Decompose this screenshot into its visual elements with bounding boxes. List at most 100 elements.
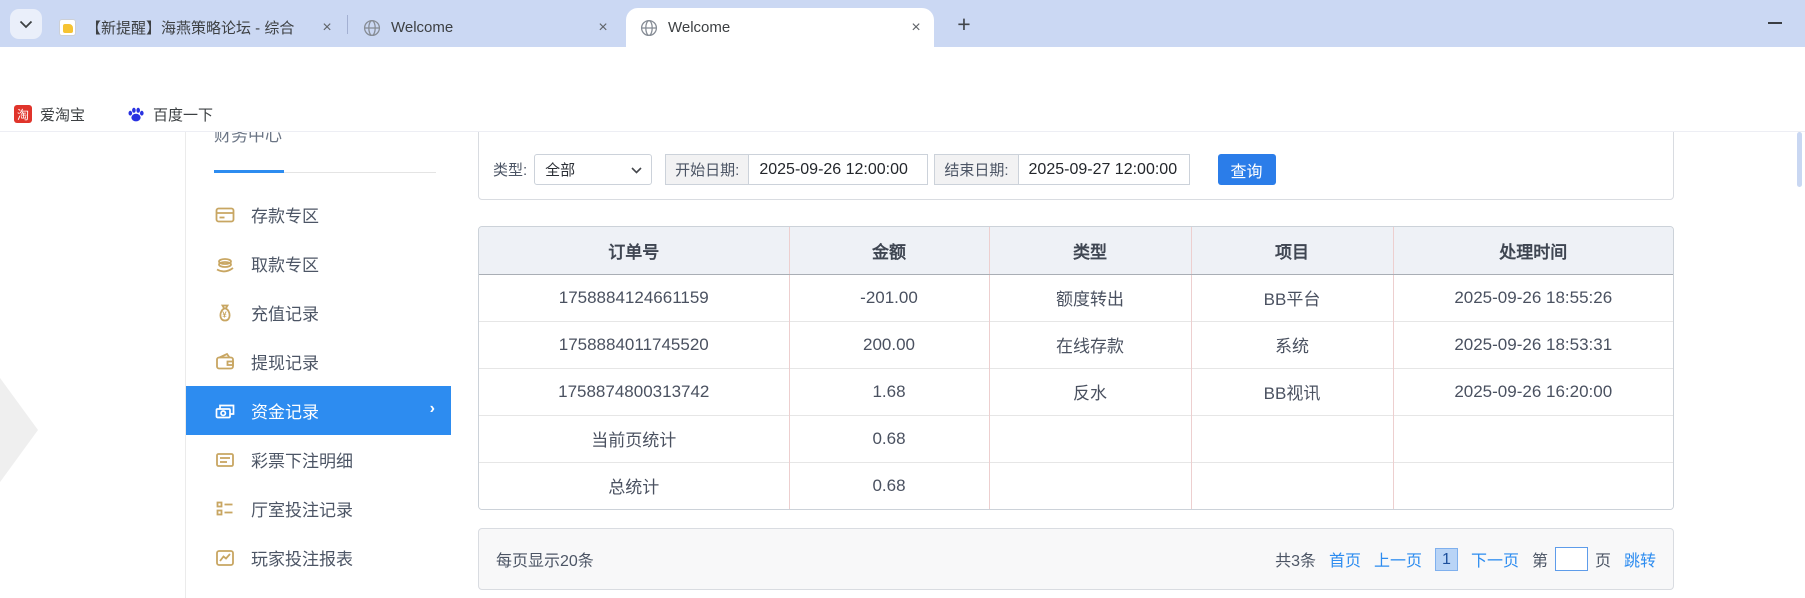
type-select[interactable]: 全部 (534, 154, 653, 185)
cell-empty (988, 461, 1191, 509)
browser-tab-forum[interactable]: 【新提醒】海燕策略论坛 - 综合 × (45, 8, 345, 47)
sidebar-active-tab-underline (214, 170, 284, 173)
records-table: 订单号 金额 类型 项目 处理时间 1758884124661159 -201.… (478, 226, 1674, 510)
table-header-row: 订单号 金额 类型 项目 处理时间 (479, 227, 1673, 275)
browser-tab-strip: 【新提醒】海燕策略论坛 - 综合 × Welcome × Welcome × + (0, 0, 1805, 47)
decorative-triangle (0, 356, 38, 504)
start-date-label: 开始日期: (665, 154, 749, 185)
column-header-project: 项目 (1190, 227, 1393, 275)
sidebar-item-label: 玩家投注报表 (251, 550, 353, 569)
globe-icon (363, 19, 381, 37)
sidebar-item-hall-bet-records[interactable]: 厅室投注记录 (186, 484, 451, 533)
sidebar-item-withdraw-records[interactable]: 提现记录 (186, 337, 451, 386)
jump-suffix-label: 页 (1594, 553, 1611, 570)
sidebar-item-label: 提现记录 (251, 354, 319, 373)
end-date-label: 结束日期: (934, 154, 1018, 185)
pagination-bar: 每页显示20条 共3条 首页 上一页 1 下一页 第 页 跳转 (478, 528, 1674, 590)
page-scrollbar-thumb[interactable] (1797, 132, 1802, 187)
hall-records-icon (214, 498, 236, 520)
sidebar-item-label: 取款专区 (251, 256, 319, 275)
column-header-type: 类型 (988, 227, 1191, 275)
lottery-list-icon (214, 449, 236, 471)
site-favicon (59, 19, 76, 36)
search-button[interactable]: 查询 (1217, 154, 1276, 185)
browser-tab-welcome-active[interactable]: Welcome × (626, 8, 934, 47)
cell-empty (1190, 414, 1393, 462)
cell-order-id: 1758874800313742 (479, 367, 789, 415)
baidu-paw-icon (127, 105, 145, 123)
cell-amount: 0.68 (788, 461, 989, 509)
sidebar-item-lottery-bet-details[interactable]: 彩票下注明细 (186, 435, 451, 484)
bookmark-baidu[interactable]: 百度一下 (127, 104, 213, 125)
sidebar-item-label: 存款专区 (251, 207, 319, 226)
jump-button[interactable]: 跳转 (1623, 553, 1656, 570)
wallet-icon (214, 351, 236, 373)
type-select-value: 全部 (545, 162, 576, 179)
cell-label: 总统计 (479, 461, 789, 509)
prev-page-link[interactable]: 上一页 (1374, 553, 1423, 570)
cell-empty (1392, 414, 1673, 462)
close-icon[interactable]: × (911, 18, 921, 36)
cell-label: 当前页统计 (479, 414, 789, 462)
first-page-link[interactable]: 首页 (1329, 553, 1362, 570)
table-row-grand-total: 总统计 0.68 (479, 461, 1673, 509)
sidebar: 财务中心 存款专区 取款专区 ¥ 充值记录 (185, 132, 451, 598)
main-content: 类型: 全部 开始日期: 2025-09-26 12:00:00 结束日期: 2… (478, 132, 1674, 598)
table-row: 1758874800313742 1.68 反水 BB视讯 2025-09-26… (479, 367, 1673, 415)
cell-order-id: 1758884011745520 (479, 320, 789, 368)
browser-toolbar: ← → js13.cc/hhcp/usercenter.html?iniType… (0, 47, 1805, 138)
cell-project: 系统 (1190, 320, 1393, 368)
sidebar-section-title: 财务中心 (214, 132, 282, 145)
cell-empty (988, 414, 1191, 462)
next-page-link[interactable]: 下一页 (1470, 553, 1519, 570)
sidebar-item-fund-records[interactable]: 资金记录 › (186, 386, 451, 435)
column-header-process-time: 处理时间 (1392, 227, 1673, 275)
chevron-down-icon (19, 20, 33, 28)
start-date-input[interactable]: 2025-09-26 12:00:00 (748, 154, 929, 185)
sidebar-menu: 存款专区 取款专区 ¥ 充值记录 提现记录 (186, 190, 451, 582)
cell-project: BB平台 (1190, 274, 1393, 321)
window-minimize-button[interactable] (1768, 22, 1782, 24)
close-icon[interactable]: × (322, 18, 332, 36)
sidebar-item-player-bet-report[interactable]: 玩家投注报表 (186, 533, 451, 582)
chevron-right-icon: › (429, 400, 435, 417)
sidebar-tab-divider (214, 172, 436, 173)
new-tab-button[interactable]: + (957, 10, 971, 37)
tab-title: 【新提醒】海燕策略论坛 - 综合 (86, 20, 295, 37)
bookmark-aitaobao[interactable]: 淘 爱淘宝 (14, 104, 85, 125)
cell-process-time: 2025-09-26 18:55:26 (1392, 274, 1673, 321)
withdraw-hand-icon (214, 253, 236, 275)
type-filter-label: 类型: (493, 162, 528, 179)
cell-type: 额度转出 (988, 274, 1191, 321)
jump-prefix-label: 第 (1531, 553, 1548, 570)
sidebar-item-label: 资金记录 (251, 403, 319, 422)
cell-process-time: 2025-09-26 16:20:00 (1392, 367, 1673, 415)
cell-process-time: 2025-09-26 18:53:31 (1392, 320, 1673, 368)
taobao-icon: 淘 (14, 105, 32, 123)
page-size-text: 每页显示20条 (496, 553, 594, 570)
close-icon[interactable]: × (598, 18, 608, 36)
cell-amount: -201.00 (788, 274, 989, 321)
table-row: 1758884011745520 200.00 在线存款 系统 2025-09-… (479, 320, 1673, 368)
money-bag-icon: ¥ (214, 302, 236, 324)
cash-notes-icon (214, 400, 236, 422)
tab-title: Welcome (391, 19, 454, 36)
cell-type: 在线存款 (988, 320, 1191, 368)
end-date-input[interactable]: 2025-09-27 12:00:00 (1017, 154, 1190, 185)
sidebar-item-label: 充值记录 (251, 305, 319, 324)
table-row-page-subtotal: 当前页统计 0.68 (479, 414, 1673, 462)
cell-amount: 0.68 (788, 414, 989, 462)
filter-panel: 类型: 全部 开始日期: 2025-09-26 12:00:00 结束日期: 2… (478, 132, 1674, 200)
tab-search-button[interactable] (10, 9, 42, 39)
sidebar-item-recharge-records[interactable]: ¥ 充值记录 (186, 288, 451, 337)
current-page-indicator[interactable]: 1 (1435, 547, 1458, 571)
globe-icon (640, 19, 658, 37)
bookmark-label: 百度一下 (153, 106, 214, 124)
chevron-down-icon (631, 167, 642, 174)
total-count-text: 共3条 (1275, 553, 1316, 570)
sidebar-item-withdraw-zone[interactable]: 取款专区 (186, 239, 451, 288)
sidebar-item-deposit-zone[interactable]: 存款专区 (186, 190, 451, 239)
cell-order-id: 1758884124661159 (479, 274, 789, 321)
browser-tab-welcome-1[interactable]: Welcome × (349, 8, 621, 47)
page-jump-input[interactable] (1554, 547, 1588, 571)
